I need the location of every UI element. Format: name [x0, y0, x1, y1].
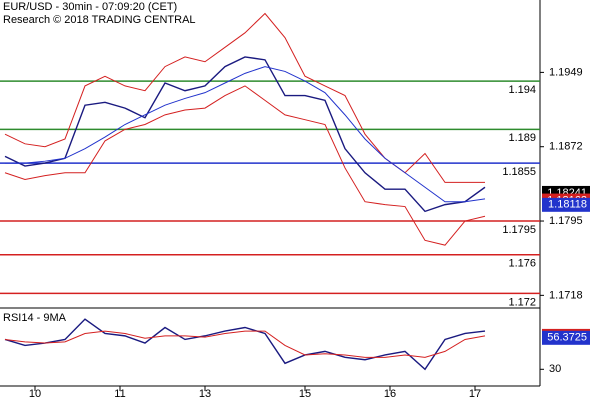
x-tick-label: 13 — [199, 388, 211, 400]
series-line — [4, 56, 486, 213]
price-tag — [542, 330, 590, 345]
rsi-title: RSI14 - 9MA — [3, 312, 67, 324]
level-label: 1.1855 — [502, 166, 536, 178]
x-tick-label: 17 — [469, 388, 481, 400]
level-label: 1.189 — [508, 132, 536, 144]
chart-subtitle: Research © 2018 TRADING CENTRAL — [3, 14, 196, 26]
series-line — [4, 330, 486, 358]
x-tick-label: 10 — [29, 388, 41, 400]
x-tick-label: 11 — [114, 388, 125, 400]
y-tick-label: 1.1718 — [549, 289, 583, 301]
y-tick-label: 1.1949 — [549, 66, 583, 78]
level-label: 1.1795 — [502, 224, 536, 236]
price-tag — [542, 197, 590, 212]
price-tag-label: 1.18118 — [548, 199, 587, 211]
price-tag-label: 56.3725 — [547, 332, 587, 344]
level-label: 1.176 — [508, 258, 536, 270]
x-tick-label: 15 — [299, 388, 311, 400]
x-tick-label: 16 — [384, 388, 396, 400]
level-label: 1.172 — [508, 296, 536, 308]
series-line — [5, 66, 486, 203]
y-tick-label: 30 — [549, 363, 561, 375]
y-tick-label: 1.1872 — [549, 141, 583, 153]
level-label: 1.194 — [508, 84, 536, 96]
chart-title: EUR/USD - 30min - 07:09:20 (CET) — [3, 1, 177, 13]
series-line — [4, 85, 486, 246]
y-tick-label: 1.1795 — [549, 215, 583, 227]
series-line — [4, 318, 486, 371]
